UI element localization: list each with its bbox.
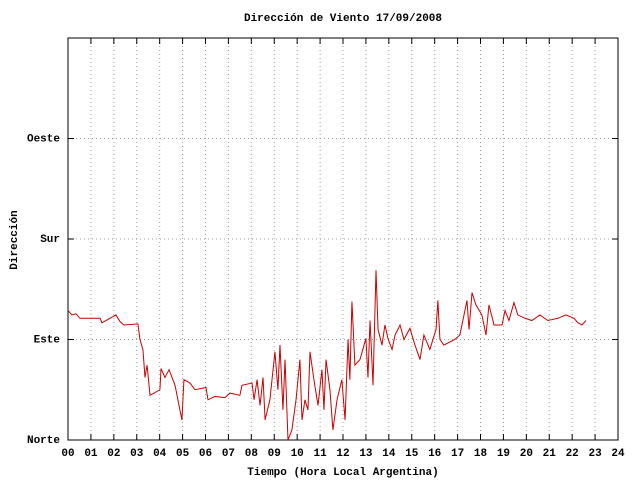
data-line [67,270,587,441]
x-tick-label: 23 [588,448,602,460]
x-tick-label: 11 [313,448,327,460]
plot-frame [67,37,619,441]
x-tick-label: 01 [84,448,98,460]
x-tick-label: 18 [474,448,488,460]
x-tick-label: 15 [405,448,419,460]
x-tick-label: 09 [268,448,281,460]
x-tick-label: 06 [199,448,212,460]
x-tick-label: 08 [245,448,259,460]
y-tick-label: Oeste [27,133,60,145]
y-axis-label: Dirección [9,210,21,269]
y-tick-label: Este [34,334,61,346]
x-tick-label: 10 [291,448,304,460]
y-tick-label: Sur [40,234,60,246]
x-tick-label: 02 [107,448,120,460]
x-tick-label: 00 [61,448,74,460]
x-tick-label: 17 [451,448,464,460]
x-tick-label: 12 [336,448,349,460]
y-tick-label: Norte [27,435,60,447]
x-tick-label: 13 [359,448,373,460]
x-tick-label: 14 [382,448,396,460]
x-tick-label: 07 [222,448,235,460]
x-tick-label: 03 [130,448,144,460]
x-tick-label: 20 [520,448,533,460]
x-tick-label: 04 [153,448,167,460]
x-tick-label: 24 [611,448,625,460]
chart-title: Dirección de Viento 17/09/2008 [244,13,442,25]
x-tick-label: 21 [543,448,557,460]
x-tick-label: 19 [497,448,510,460]
x-tick-label: 22 [566,448,579,460]
x-axis-label: Tiempo (Hora Local Argentina) [247,467,438,479]
x-tick-label: 05 [176,448,190,460]
x-tick-label: 16 [428,448,441,460]
